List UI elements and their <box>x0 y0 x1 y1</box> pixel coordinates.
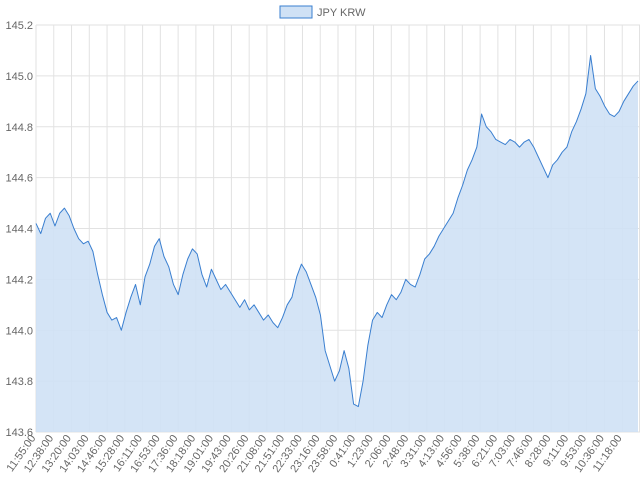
series-area-layer <box>35 55 639 433</box>
y-tick-label: 145.2 <box>5 20 33 32</box>
y-tick-label: 144.6 <box>5 173 33 185</box>
y-axis: 143.6 143.8 144.0 144.2 144.4 144.6 144.8 145.0… <box>5 20 33 439</box>
legend[interactable]: JPY KRW <box>279 5 366 19</box>
y-tick-label: 143.6 <box>5 427 33 439</box>
y-tick-label: 143.8 <box>5 376 33 388</box>
y-tick-label: 144.0 <box>5 325 33 337</box>
series-area-fill <box>36 55 638 433</box>
y-tick-label: 144.4 <box>5 224 33 236</box>
y-tick-label: 144.2 <box>5 274 33 286</box>
y-tick-label: 144.8 <box>5 122 33 134</box>
y-tick-label: 145.0 <box>5 71 33 83</box>
legend-swatch <box>279 5 313 19</box>
legend-label: JPY KRW <box>317 7 366 19</box>
series-line[interactable] <box>35 55 639 408</box>
x-axis: 11:55:0012:38:0013:20:0014:03:0014:46:00… <box>5 433 625 475</box>
